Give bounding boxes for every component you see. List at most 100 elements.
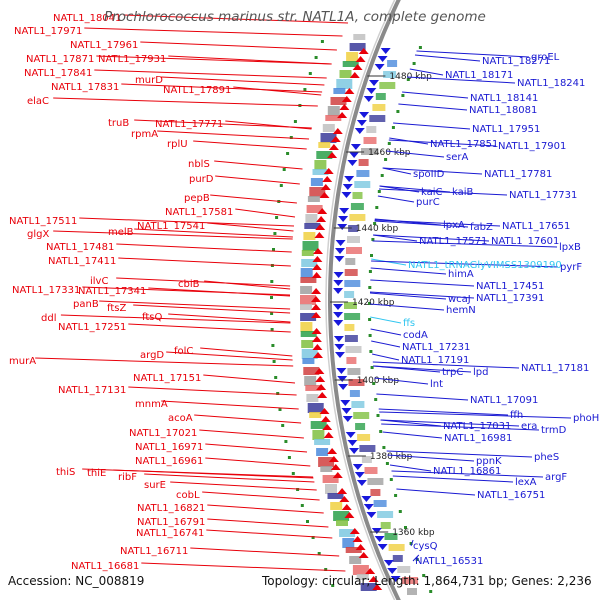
left-gene-label: rplU <box>167 139 188 150</box>
gene-arrow-forward <box>323 168 334 174</box>
right-gene-label: phoH <box>573 413 599 424</box>
genome-backbone <box>325 0 401 600</box>
feature-block <box>349 390 360 397</box>
feature-block <box>369 115 386 122</box>
right-leader-line <box>370 267 447 275</box>
left-leader-line <box>206 529 333 539</box>
tick-dot <box>317 552 321 555</box>
feature-block <box>309 412 322 418</box>
feature-block <box>384 533 398 540</box>
tick-dot <box>279 184 283 187</box>
tick-dot <box>306 520 309 523</box>
tick-dot <box>379 430 383 433</box>
right-gene-label: pheS <box>534 452 559 463</box>
right-leader-line <box>380 419 442 427</box>
gene-arrow-forward <box>358 552 369 558</box>
left-gene-label: NATL1_17831 <box>51 82 119 93</box>
gene-arrow-forward <box>327 152 338 158</box>
right-leader-line <box>370 279 475 287</box>
tick-dot <box>324 568 328 571</box>
feature-block <box>361 148 377 155</box>
right-leader-line <box>379 185 451 193</box>
feature-block <box>300 268 313 278</box>
right-gene-label: NATL1_17391 <box>476 293 544 304</box>
left-gene-label: NATL1_17511 <box>9 216 77 227</box>
feature-block <box>339 529 356 537</box>
gene-arrow-reverse <box>336 368 347 374</box>
right-gene-label: kaiB <box>452 187 474 198</box>
right-gene-label: NATL1_18241 <box>517 78 585 89</box>
gene-arrow-reverse <box>377 544 388 550</box>
left-leader-line <box>116 277 291 287</box>
right-leader-line <box>369 291 475 299</box>
gene-arrow-forward <box>339 496 350 502</box>
gene-arrow-forward <box>311 272 322 278</box>
right-leader-line <box>377 195 415 203</box>
gene-arrow-reverse <box>335 240 346 246</box>
gene-arrow-reverse <box>366 512 377 518</box>
gene-arrow-forward <box>365 568 376 574</box>
left-gene-label: NATL1_16791 <box>137 517 205 528</box>
left-leader-line <box>170 481 317 491</box>
feature-block <box>342 538 355 548</box>
feature-block <box>318 457 335 467</box>
gene-arrow-forward <box>313 248 323 254</box>
gene-arrow-reverse <box>338 384 349 390</box>
gene-arrow-forward <box>341 96 352 102</box>
tick-dot <box>406 78 410 81</box>
feature-block <box>353 34 366 40</box>
right-leader-line <box>372 240 558 248</box>
tick-dot <box>398 510 402 513</box>
left-gene-label: NATL1_16961 <box>135 456 203 467</box>
feature-block <box>330 97 347 105</box>
right-leader-line <box>388 139 497 147</box>
tick-dot <box>382 446 386 449</box>
right-leader-line <box>371 340 401 348</box>
left-leader-line <box>128 323 291 333</box>
right-gene-label: argF <box>545 472 567 483</box>
right-leader-line <box>398 103 468 111</box>
gene-arrow-reverse <box>339 208 350 214</box>
left-gene-label: panB <box>73 299 99 310</box>
gene-arrow-reverse <box>335 248 345 254</box>
feature-block <box>349 43 366 51</box>
right-gene-label: NATL1_17091 <box>470 395 538 406</box>
tick-dot <box>415 558 419 561</box>
right-leader-line <box>370 316 402 324</box>
left-leader-line <box>144 473 315 483</box>
feature-block <box>301 349 318 359</box>
left-gene-label: NATL1_16681 <box>71 561 139 572</box>
left-leader-line <box>199 429 304 439</box>
left-gene-label: thiS <box>56 467 75 478</box>
gene-arrow-reverse <box>356 480 367 486</box>
gene-arrow-reverse <box>340 400 351 406</box>
gene-arrow-reverse <box>349 152 360 158</box>
tick-dot <box>278 408 282 411</box>
right-gene-label: trpC <box>442 367 463 378</box>
left-leader-line <box>207 222 294 232</box>
gene-arrow-forward <box>317 208 328 214</box>
gene-arrow-reverse <box>380 48 391 54</box>
left-leader-line <box>79 217 295 227</box>
gene-arrow-forward <box>311 336 322 342</box>
tick-dot <box>311 536 315 539</box>
gene-arrow-forward <box>328 456 339 462</box>
gene-arrow-reverse <box>333 320 344 326</box>
left-leader-line <box>205 443 308 453</box>
left-leader-line <box>161 76 325 86</box>
tick-dot <box>385 462 389 465</box>
gene-arrow-forward <box>327 448 338 454</box>
right-leader-line <box>369 292 447 300</box>
feature-block <box>363 137 377 144</box>
left-gene-label: NATL1_17341 <box>78 286 146 297</box>
left-leader-line <box>202 491 320 501</box>
gene-arrow-reverse <box>366 88 377 94</box>
right-leader-line <box>389 464 432 472</box>
feature-block <box>318 142 331 148</box>
left-gene-label: murD <box>135 75 163 86</box>
gene-arrow-reverse <box>377 56 388 62</box>
gene-arrow-forward <box>311 304 321 310</box>
feature-block <box>348 379 365 386</box>
right-leader-line <box>410 539 414 547</box>
left-gene-label: melB <box>108 227 134 238</box>
